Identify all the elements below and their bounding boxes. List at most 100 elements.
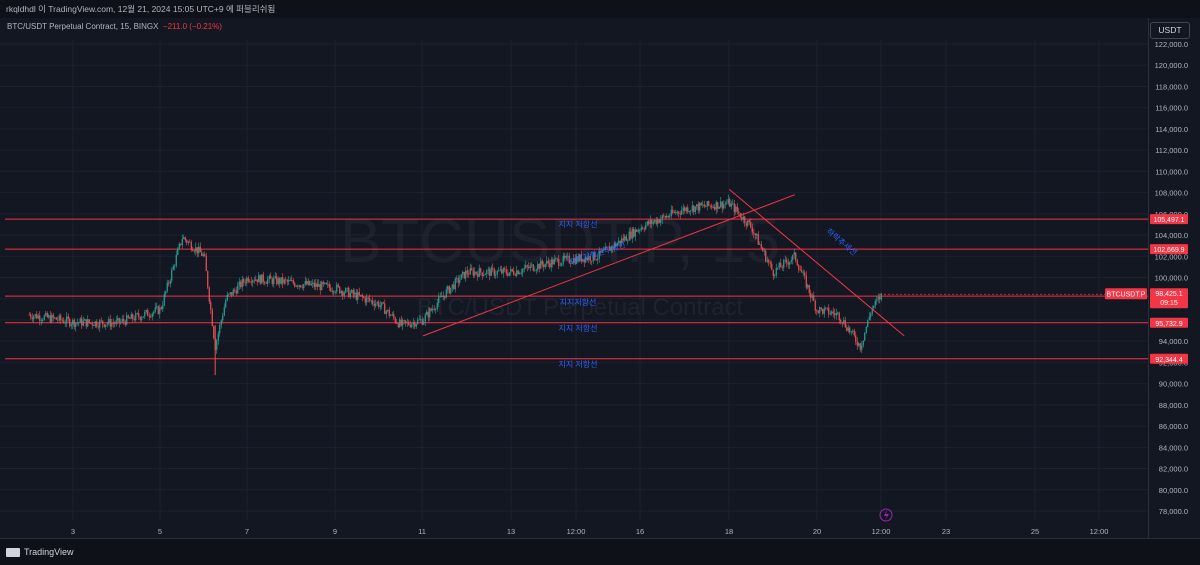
candle-body: [529, 265, 531, 269]
candle-body: [382, 302, 384, 304]
candle-body: [436, 302, 438, 310]
lightning-icon[interactable]: [879, 508, 893, 522]
candle-body: [495, 274, 497, 276]
price-tick-label: 122,000.0: [1155, 40, 1188, 49]
candle-body: [139, 316, 141, 320]
candle-body: [286, 280, 288, 282]
candle-body: [162, 305, 164, 310]
candle-body: [700, 202, 702, 206]
candle-body: [666, 216, 668, 218]
candle-body: [264, 281, 266, 284]
candle-body: [588, 256, 590, 261]
candle-body: [400, 319, 402, 326]
candle-body: [142, 316, 144, 318]
trendline[interactable]: [728, 189, 905, 337]
candle-body: [58, 315, 60, 321]
candle-body: [565, 256, 567, 258]
candle-body: [780, 262, 782, 268]
candle-body: [262, 274, 264, 282]
candle-body: [201, 252, 203, 256]
candle-body: [189, 241, 191, 243]
candle-body: [259, 275, 261, 284]
tradingview-logo[interactable]: TradingView: [6, 547, 74, 557]
candle-body: [397, 323, 399, 327]
annotation-label[interactable]: 하락추세선: [825, 226, 860, 257]
candle-body: [567, 255, 569, 257]
candle-body: [321, 281, 323, 291]
annotation-label[interactable]: 지지 저항선: [558, 360, 597, 369]
annotation-label[interactable]: 지지 저항선: [558, 324, 597, 333]
candle-body: [612, 246, 614, 249]
candle-body: [654, 220, 656, 222]
candle-body: [388, 309, 390, 316]
candle-body: [219, 324, 221, 334]
candle-body: [715, 202, 717, 210]
candle-body: [268, 275, 270, 280]
candle-body: [501, 269, 503, 274]
candle-body: [709, 205, 711, 207]
candle-body: [127, 315, 129, 318]
time-tick-label: 3: [71, 527, 75, 536]
candle-body: [313, 282, 315, 287]
candle-body: [433, 308, 435, 310]
candle-body: [472, 269, 474, 276]
candle-body: [487, 269, 489, 271]
candle-body: [687, 207, 689, 213]
candle-body: [684, 207, 686, 211]
candle-body: [865, 326, 867, 333]
candle-body: [421, 319, 423, 325]
trendline[interactable]: [422, 194, 796, 337]
currency-button[interactable]: USDT: [1150, 22, 1190, 39]
candle-body: [49, 315, 51, 323]
candle-body: [514, 274, 516, 276]
candle-body: [145, 310, 147, 313]
candle-body: [427, 311, 429, 318]
price-label-text: 95,732.9: [1155, 321, 1182, 328]
time-tick-label: 9: [333, 527, 337, 536]
candle-body: [589, 256, 591, 261]
candle-body: [39, 315, 41, 321]
candle-body: [193, 250, 195, 252]
candle-body: [798, 265, 800, 270]
candle-body: [489, 269, 491, 276]
candle-body: [157, 306, 159, 315]
candle-body: [75, 322, 77, 327]
candle-body: [663, 215, 665, 217]
candle-body: [378, 302, 380, 307]
candle-body: [724, 203, 726, 205]
candle-body: [414, 322, 416, 327]
candle-body: [241, 279, 243, 288]
candle-body: [513, 270, 515, 275]
candle-body: [244, 282, 246, 284]
price-tick-label: 102,000.0: [1155, 252, 1188, 261]
publish-info: rkqldhdl 이 TradingView.com, 12월 21, 2024…: [6, 4, 276, 14]
candle-body: [870, 313, 872, 317]
candle-body: [351, 290, 353, 293]
candle-body: [28, 314, 30, 316]
candle-body: [586, 257, 588, 261]
candle-body: [810, 292, 812, 298]
candle-body: [76, 322, 78, 324]
candle-body: [301, 286, 303, 288]
annotation-label[interactable]: 지지저항선: [560, 298, 597, 307]
annotation-label[interactable]: 지지 저항선: [558, 220, 597, 229]
candle-body: [40, 320, 42, 322]
candle-body: [130, 314, 132, 319]
price-label-badge: [1150, 244, 1188, 255]
candle-body: [609, 246, 611, 251]
candle-body: [561, 263, 563, 266]
candle-body: [306, 281, 308, 285]
candle-body: [367, 297, 369, 299]
candle-body: [772, 269, 774, 276]
candle-body: [546, 260, 548, 264]
price-tick-label: 78,000.0: [1159, 507, 1188, 516]
price-axis[interactable]: [1148, 18, 1200, 538]
candle-body: [816, 310, 818, 312]
candle-body: [169, 280, 171, 284]
candle-body: [87, 319, 89, 327]
candle-body: [123, 319, 125, 322]
candle-body: [541, 260, 543, 265]
price-tick-label: 110,000.0: [1155, 167, 1188, 176]
candle-body: [778, 262, 780, 269]
